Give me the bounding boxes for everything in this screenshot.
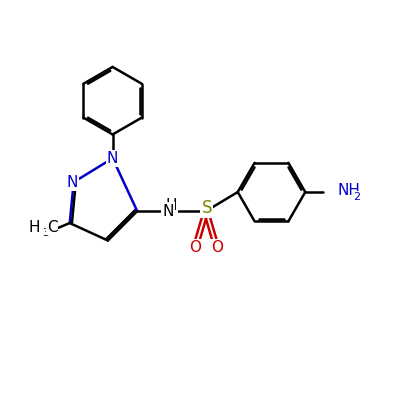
- Text: S: S: [202, 199, 212, 217]
- Text: NH: NH: [337, 182, 360, 198]
- Text: N: N: [66, 175, 77, 190]
- Text: C: C: [47, 220, 58, 234]
- Text: 2: 2: [353, 192, 360, 202]
- Text: O: O: [211, 240, 223, 255]
- Text: N: N: [162, 204, 174, 219]
- Text: 3: 3: [42, 228, 49, 238]
- Text: N: N: [107, 151, 118, 166]
- Text: H: H: [166, 198, 177, 213]
- Text: O: O: [189, 240, 201, 255]
- Text: H: H: [29, 220, 40, 234]
